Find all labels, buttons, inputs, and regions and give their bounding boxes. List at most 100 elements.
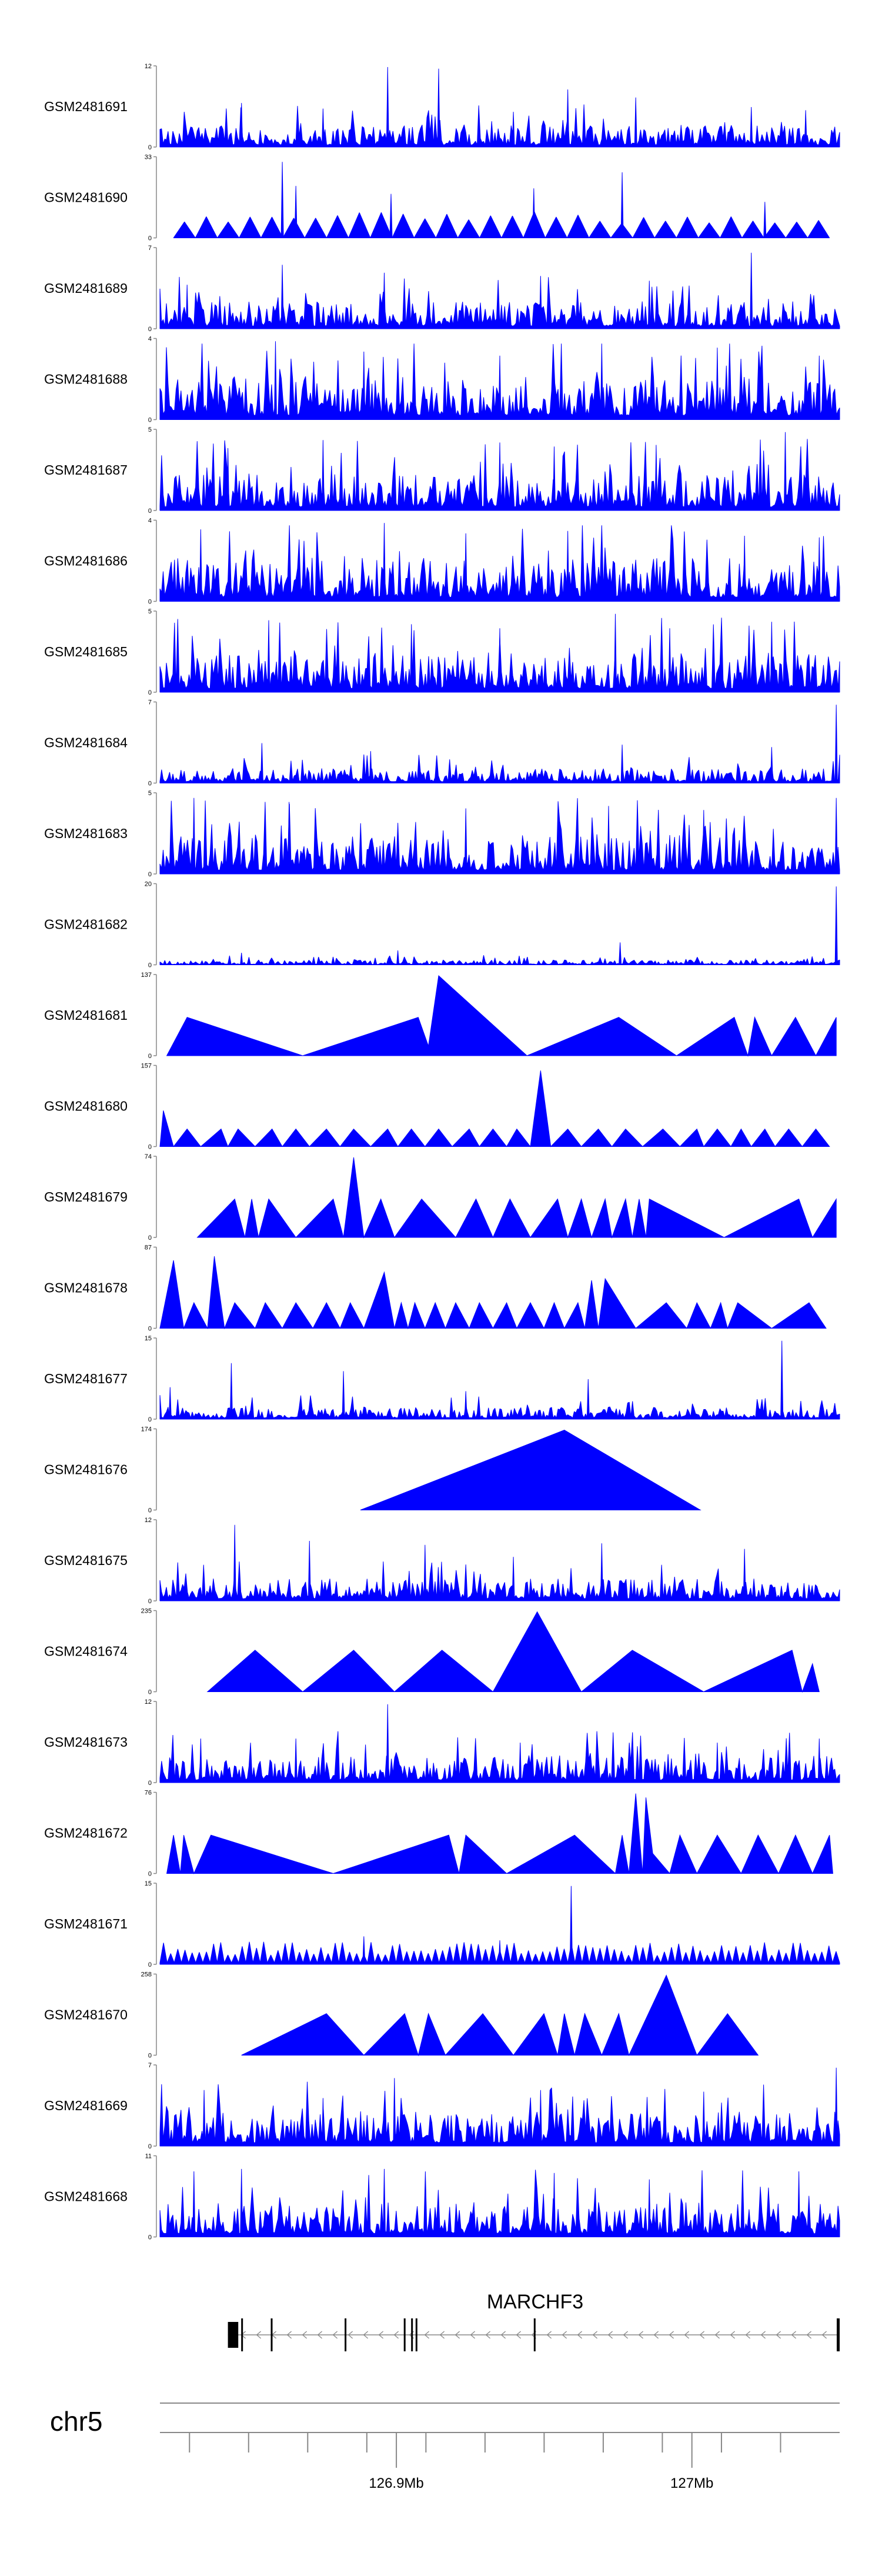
track-label: GSM2481669	[44, 2098, 128, 2113]
signal-peak	[750, 252, 753, 329]
strand-chevron	[455, 2331, 460, 2339]
y-max-label: 15	[145, 1880, 152, 1887]
y-max-label: 20	[145, 881, 152, 888]
y-max-label: 33	[145, 154, 152, 161]
x-tick-label: 126.9Mb	[369, 2475, 423, 2491]
signal-peak	[267, 620, 270, 693]
signal-peak	[260, 743, 263, 783]
strand-chevron	[714, 2331, 720, 2339]
y-max-label: 12	[145, 63, 152, 70]
signal-area	[159, 1256, 827, 1330]
track-label: GSM2481690	[44, 190, 128, 205]
track-GSM2481685: GSM2481685 5 0	[44, 608, 840, 696]
signal-peak	[613, 613, 617, 693]
signal-peak	[386, 66, 389, 148]
strand-chevron	[776, 2331, 781, 2339]
signal-peak	[519, 1742, 522, 1783]
signal-peak	[369, 751, 372, 783]
signal-peak	[566, 530, 570, 602]
gene-exon	[241, 2318, 243, 2351]
signal-peak	[743, 535, 746, 602]
y-zero-label: 0	[148, 1416, 152, 1423]
signal-peak	[532, 188, 536, 238]
track-label: GSM2481684	[44, 735, 128, 750]
signal-area	[159, 798, 840, 875]
y-zero-label: 0	[148, 508, 152, 515]
signal-peak	[539, 2090, 542, 2147]
signal-peak	[389, 193, 393, 238]
signal-peak	[192, 798, 196, 875]
signal-peak	[464, 808, 467, 875]
y-zero-label: 0	[148, 1326, 152, 1333]
gene-exon	[411, 2318, 413, 2351]
track-label: GSM2481676	[44, 1462, 128, 1477]
axis-ticks: 126.9Mb 127Mb	[189, 2432, 781, 2491]
y-max-label: 11	[145, 2153, 152, 2160]
y-max-label: 7	[148, 699, 152, 706]
y-zero-label: 0	[148, 599, 152, 606]
track-label: GSM2481679	[44, 1189, 128, 1204]
strand-chevron	[562, 2331, 567, 2339]
gene-exon	[837, 2318, 840, 2351]
gene-exon	[345, 2318, 347, 2351]
track-label: GSM2481688	[44, 372, 128, 387]
track-label: GSM2481674	[44, 1644, 128, 1659]
signal-peak	[817, 1739, 821, 1783]
signal-peak	[168, 1387, 172, 1420]
signal-peak	[539, 276, 542, 329]
signal-peak	[294, 186, 298, 238]
signal-peak	[321, 440, 325, 511]
strand-chevron	[516, 2331, 522, 2339]
signal-area	[159, 276, 840, 329]
signal-peak	[586, 1379, 590, 1420]
signal-peak	[702, 810, 706, 875]
strand-chevron	[470, 2331, 476, 2339]
signal-peak	[229, 1363, 233, 1420]
track-GSM2481687: GSM2481687 5 0	[44, 426, 840, 515]
track-GSM2481676: GSM2481676 174 0	[44, 1426, 701, 1514]
gene-exon	[228, 2322, 239, 2348]
strand-chevron	[393, 2331, 399, 2339]
signal-peak	[199, 1739, 202, 1783]
signal-area	[360, 1429, 701, 1510]
signal-peak	[702, 2091, 706, 2147]
signal-peak	[763, 202, 767, 238]
signal-peak	[240, 103, 243, 148]
strand-chevron	[669, 2331, 674, 2339]
signal-peak	[410, 624, 413, 693]
signal-peak	[396, 950, 400, 965]
signal-peak	[770, 747, 773, 783]
signal-area	[159, 1561, 840, 1601]
gene-name-label: MARCHF3	[487, 2291, 583, 2313]
y-max-label: 5	[148, 608, 152, 615]
track-GSM2481690: GSM2481690 33 0	[44, 154, 830, 242]
y-zero-label: 0	[148, 1961, 152, 1968]
signal-area	[206, 1611, 820, 1693]
y-zero-label: 0	[148, 1871, 152, 1878]
signal-peak	[498, 628, 502, 693]
signal-area	[159, 104, 840, 148]
strand-chevron	[256, 2331, 262, 2339]
strand-chevron	[348, 2331, 353, 2339]
signal-area	[159, 2170, 840, 2237]
signal-peak	[634, 97, 637, 148]
y-zero-label: 0	[148, 235, 152, 242]
signal-peak	[770, 622, 773, 693]
y-zero-label: 0	[148, 1689, 152, 1696]
track-label: GSM2481670	[44, 2007, 128, 2023]
signal-tracks: GSM2481691120GSM2481690330GSM248168970GS…	[44, 63, 840, 2241]
signal-area	[159, 754, 840, 783]
signal-peak	[437, 68, 440, 148]
signal-peak	[342, 1371, 345, 1420]
signal-area	[241, 1974, 759, 2057]
signal-area	[173, 211, 830, 238]
strand-chevron	[806, 2331, 812, 2339]
y-max-label: 74	[145, 1153, 152, 1160]
signal-peak	[321, 2098, 325, 2147]
gene-exon	[270, 2318, 273, 2351]
track-GSM2481680: GSM2481680 157 0	[44, 1063, 830, 1151]
y-max-label: 137	[141, 972, 152, 979]
strand-chevron	[745, 2331, 751, 2339]
track-GSM2481679: GSM2481679 74 0	[44, 1153, 837, 1242]
